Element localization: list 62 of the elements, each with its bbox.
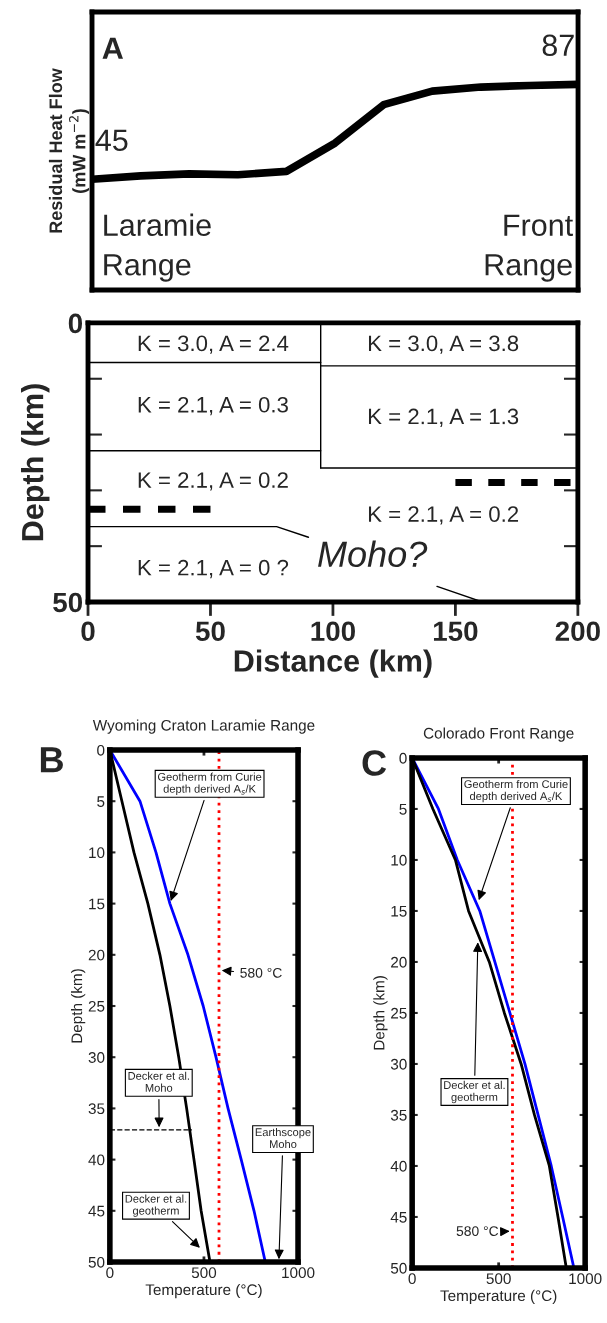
annotation: K = 3.0, A = 2.4 [138, 335, 289, 354]
y-tick-label: 30 [88, 1052, 105, 1063]
text: B [40, 747, 63, 773]
annotation: K = 3.0, A = 3.8 [368, 335, 519, 354]
data-label: 87 [542, 34, 574, 57]
x-tick-label: 150 [433, 621, 478, 642]
x-tick-label: 200 [555, 621, 600, 642]
y-tick-label: 5 [399, 803, 407, 815]
y-tick-label: 0 [399, 752, 407, 764]
annotation: Front Range [485, 214, 573, 282]
annotation: Earthscope Moho [255, 1127, 311, 1149]
x-tick-label: 1000 [569, 1273, 602, 1285]
annotation: Geotherm from Curie depth derived A$_{s}$/K [464, 779, 568, 803]
annotation: A [102, 37, 123, 59]
annotation: K = 2.1, A = 0.2 [368, 506, 519, 525]
y-tick-label: 50 [88, 1256, 105, 1268]
y-tick-label: 15 [391, 905, 407, 917]
annotation: K = 2.1, A = 0.2 [138, 472, 288, 491]
annotation: Decker et al. Moho [128, 1071, 189, 1092]
y-axis-title: Depth (km) [373, 976, 388, 1050]
y-tick-label: 30 [390, 1058, 407, 1070]
y-tick-label: 10 [89, 847, 105, 859]
x-axis-title: Temperature (°C) [145, 1283, 262, 1299]
text: C [362, 750, 387, 776]
x-tick-label: 500 [191, 1267, 217, 1279]
x-tick-label: 100 [311, 621, 355, 642]
y-tick-label: 45 [390, 1211, 407, 1223]
y-axis-title: Depth (km) [70, 969, 86, 1043]
annotation: Laramie Range [104, 213, 211, 282]
y-tick-label: 20 [391, 956, 407, 968]
x-tick-label: 0 [408, 1273, 416, 1285]
y-tick-label: 10 [391, 854, 407, 866]
y-axis-title: Depth (km) [21, 384, 50, 541]
y-tick-label: 25 [391, 1007, 407, 1019]
annotation: Decker et al. geotherm [444, 1080, 505, 1104]
x-tick-label: 500 [486, 1273, 511, 1285]
annotation: K = 2.1, A = 0.3 [138, 396, 288, 416]
y-tick-label: 15 [89, 898, 105, 910]
y-tick-label: 35 [88, 1103, 105, 1115]
chart-title: Colorado Front Range [423, 727, 574, 742]
y-tick-label: 40 [390, 1160, 407, 1172]
x-axis-title: Distance (km) [234, 649, 432, 678]
y-tick-label: 0 [97, 744, 105, 756]
y-tick-label: 5 [97, 796, 105, 807]
annotation: Geotherm from Curie depth derived A$_{s}$/K [157, 772, 262, 795]
x-tick-label: 0 [106, 1267, 114, 1279]
x-tick-label: 50 [195, 621, 225, 642]
y-axis-title: Residual Heat Flow (mW m$^{−2}$) [48, 68, 90, 233]
y-tick-label: 20 [88, 949, 105, 961]
y-tick-label: 25 [88, 1000, 105, 1012]
chart-title: Wyoming Craton Laramie Range [92, 719, 315, 734]
annotation: K = 2.1, A = 0 ? [138, 559, 289, 579]
annotation: Moho? [318, 540, 428, 568]
annotation: 580 °C [456, 1226, 499, 1236]
annotation: Decker et al. geotherm [125, 1194, 187, 1217]
y-tick-label: 45 [88, 1205, 105, 1217]
x-tick-label: 1000 [282, 1267, 315, 1279]
x-axis-title: Temperature (°C) [440, 1289, 557, 1305]
annotation: K = 2.1, A = 1.3 [368, 408, 519, 427]
y-tick-label: 35 [390, 1109, 407, 1121]
y-tick-label: 40 [88, 1154, 105, 1166]
annotation: 580 °C [240, 967, 282, 978]
